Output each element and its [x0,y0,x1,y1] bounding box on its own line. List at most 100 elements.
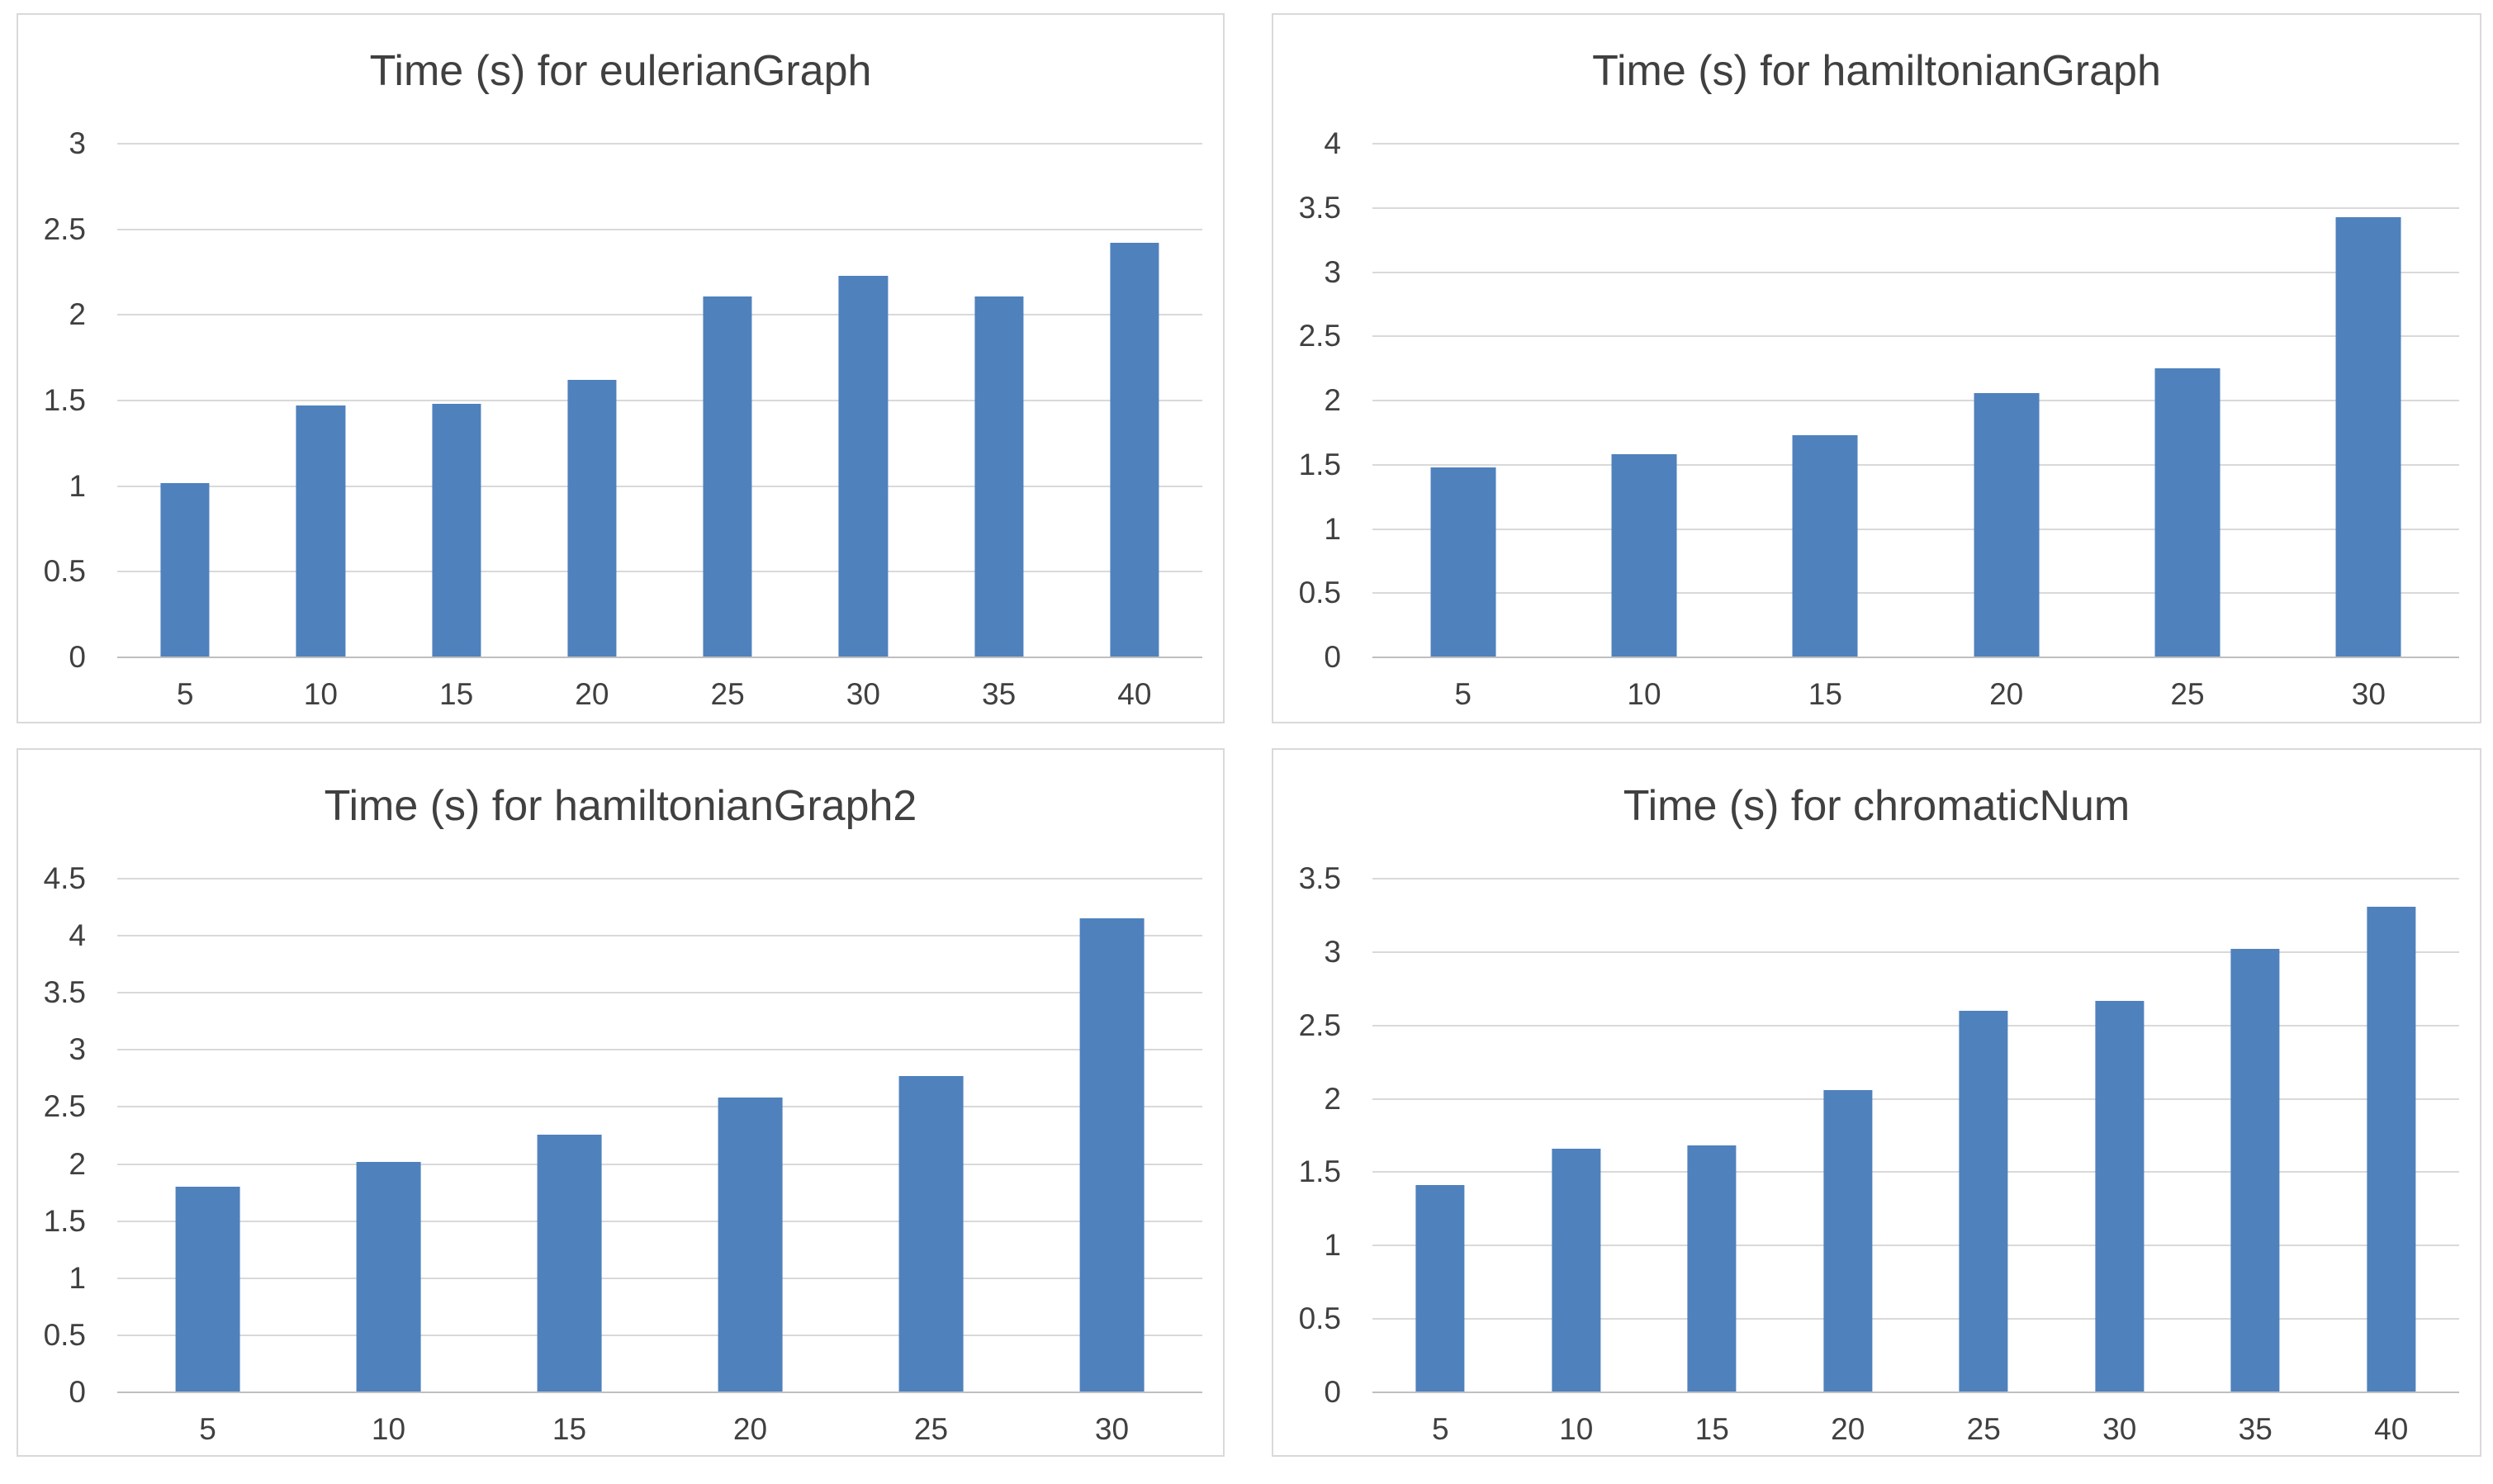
gridline [117,1334,1202,1336]
y-tick-label: 0 [1324,1374,1341,1409]
y-tick-label: 4.5 [43,861,86,895]
gridline [117,1220,1202,1222]
x-tick-label: 5 [199,1412,216,1446]
gridline [117,314,1202,316]
y-tick-label: 1.5 [1298,447,1341,481]
y-tick-label: 1.5 [43,382,86,417]
x-tick-label: 25 [2170,677,2205,711]
gridline [117,1277,1202,1279]
x-axis-line [1372,1392,2459,1393]
bar [2367,907,2416,1392]
gridline [1372,206,2459,209]
x-tick-label: 30 [846,677,880,711]
bar [974,296,1024,657]
x-tick-label: 15 [1808,677,1842,711]
bar [537,1135,602,1392]
y-tick-label: 2 [1324,1081,1341,1116]
gridline [1372,1024,2459,1026]
bar [2095,1001,2145,1392]
x-tick-label: 25 [710,677,745,711]
bar [1687,1145,1737,1392]
x-tick-label: 25 [913,1412,949,1446]
x-axis-tick-labels: 5 10 15 20 25 30 35 40 [1372,1392,2459,1450]
y-tick-label: 4 [1324,126,1341,160]
y-tick-label: 2 [1324,382,1341,417]
chart-panel-chromaticnum: Time (s) for chromaticNum 0 0.5 1 1.5 2 2.5 3 3… [1272,748,2481,1457]
x-tick-label: 10 [371,1412,406,1446]
bar [2335,217,2401,657]
gridline [117,878,1202,879]
y-tick-label: 0 [69,639,86,674]
bar [432,404,481,657]
plot-area: 0 0.5 1 1.5 2 2.5 3 3.5 5 10 15 20 25 30 35 40 [1299,863,2459,1444]
bar [160,483,210,657]
bar [718,1098,783,1392]
bar [1430,467,1496,657]
gridline [1372,878,2459,879]
bar [1611,454,1677,657]
bar [838,276,888,657]
x-tick-label: 15 [552,1412,587,1446]
gridline [117,143,1202,145]
bar [1974,393,2040,657]
bar [296,405,345,657]
plot-area: 0 0.5 1 1.5 2 2.5 3 3.5 4 4.5 5 10 15 20 25 30 [44,863,1202,1444]
y-tick-label: 3.5 [1298,190,1341,225]
chart-title: Time (s) for hamiltonianGraph2 [324,782,917,830]
x-tick-label: 30 [1094,1412,1130,1446]
y-tick-label: 2.5 [1298,319,1341,353]
x-axis-tick-labels: 5 10 15 20 25 30 [1372,657,2459,715]
y-tick-label: 1 [69,468,86,503]
gridline [1372,400,2459,401]
bar [1823,1090,1873,1392]
x-tick-label: 25 [1966,1412,2001,1446]
gridline [117,992,1202,994]
bar [356,1162,421,1392]
y-axis-tick-labels: 0 0.5 1 1.5 2 2.5 3 3.5 4 4.5 [18,863,86,1407]
y-tick-label: 1.5 [1298,1154,1341,1189]
y-tick-label: 3 [69,1032,86,1067]
gridline [1372,1171,2459,1173]
y-tick-label: 3 [69,126,86,160]
y-tick-label: 0 [1324,639,1341,674]
y-tick-label: 2.5 [1298,1008,1341,1042]
y-tick-label: 1.5 [43,1203,86,1238]
y-tick-label: 3 [1324,934,1341,969]
gridline [117,571,1202,573]
bar [1110,243,1159,657]
gridline [1372,271,2459,273]
gridline [1372,592,2459,595]
chart-title: Time (s) for hamiltonianGraph [1592,47,2161,95]
x-tick-label: 20 [575,677,609,711]
x-tick-label: 10 [303,677,338,711]
y-tick-label: 4 [69,917,86,952]
chart-title: Time (s) for chromaticNum [1623,782,2130,830]
y-tick-label: 3.5 [43,974,86,1009]
x-tick-label: 30 [2351,677,2386,711]
y-tick-label: 2.5 [43,211,86,246]
y-tick-label: 0.5 [43,554,86,589]
bar [2154,368,2220,657]
y-tick-label: 0 [69,1374,86,1409]
gridline [1372,528,2459,530]
chart-panel-euleriangraph: Time (s) for eulerianGraph 0 0.5 1 1.5 2 2.5 3… [17,13,1225,723]
y-axis-tick-labels: 0 0.5 1 1.5 2 2.5 3 3.5 4 [1273,128,1341,672]
chart-title: Time (s) for eulerianGraph [369,47,872,95]
gridline [117,935,1202,937]
x-axis-line [1372,657,2459,658]
y-tick-label: 0.5 [1298,1301,1341,1335]
gridline [117,400,1202,401]
x-tick-label: 35 [982,677,1017,711]
y-tick-label: 2 [69,1146,86,1181]
gridline [117,228,1202,230]
x-tick-label: 20 [1989,677,2024,711]
bar [175,1187,240,1392]
x-tick-label: 5 [176,677,194,711]
y-tick-label: 2 [69,297,86,332]
bar [1079,918,1145,1392]
x-tick-label: 40 [1117,677,1152,711]
gridline [1372,335,2459,338]
x-axis-line [117,657,1202,658]
x-tick-label: 15 [439,677,474,711]
x-tick-label: 10 [1627,677,1661,711]
